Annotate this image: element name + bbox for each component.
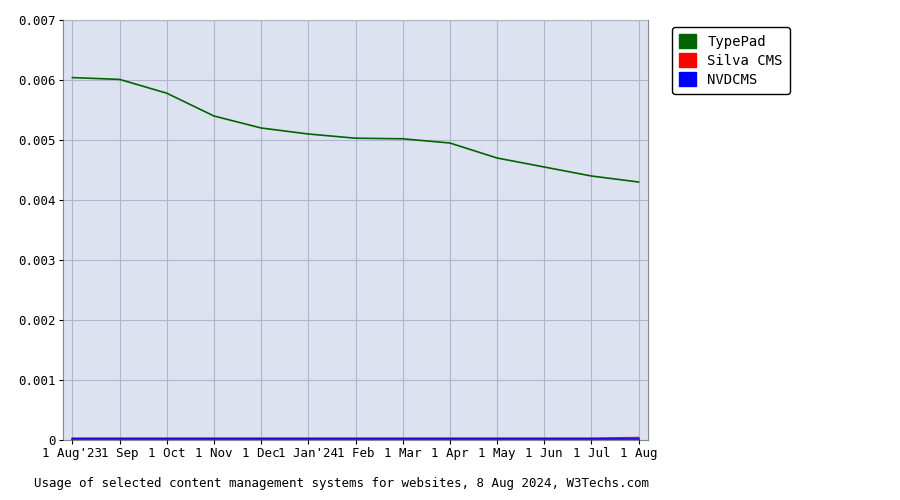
Text: Usage of selected content management systems for websites, 8 Aug 2024, W3Techs.c: Usage of selected content management sys… xyxy=(34,477,650,490)
Legend: TypePad, Silva CMS, NVDCMS: TypePad, Silva CMS, NVDCMS xyxy=(672,27,789,94)
